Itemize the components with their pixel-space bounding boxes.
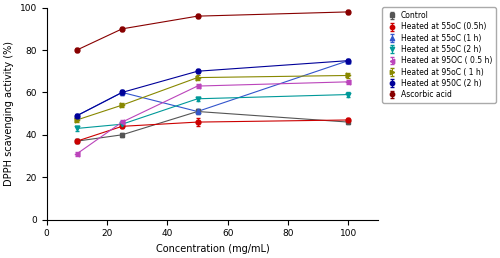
Y-axis label: DPPH scavenging activity (%): DPPH scavenging activity (%) — [4, 41, 14, 186]
Legend: Control, Heated at 55oC (0.5h), Heated at 55oC (1 h), Heated at 55oC (2 h), Heat: Control, Heated at 55oC (0.5h), Heated a… — [382, 7, 496, 103]
X-axis label: Concentration (mg/mL): Concentration (mg/mL) — [156, 244, 270, 254]
